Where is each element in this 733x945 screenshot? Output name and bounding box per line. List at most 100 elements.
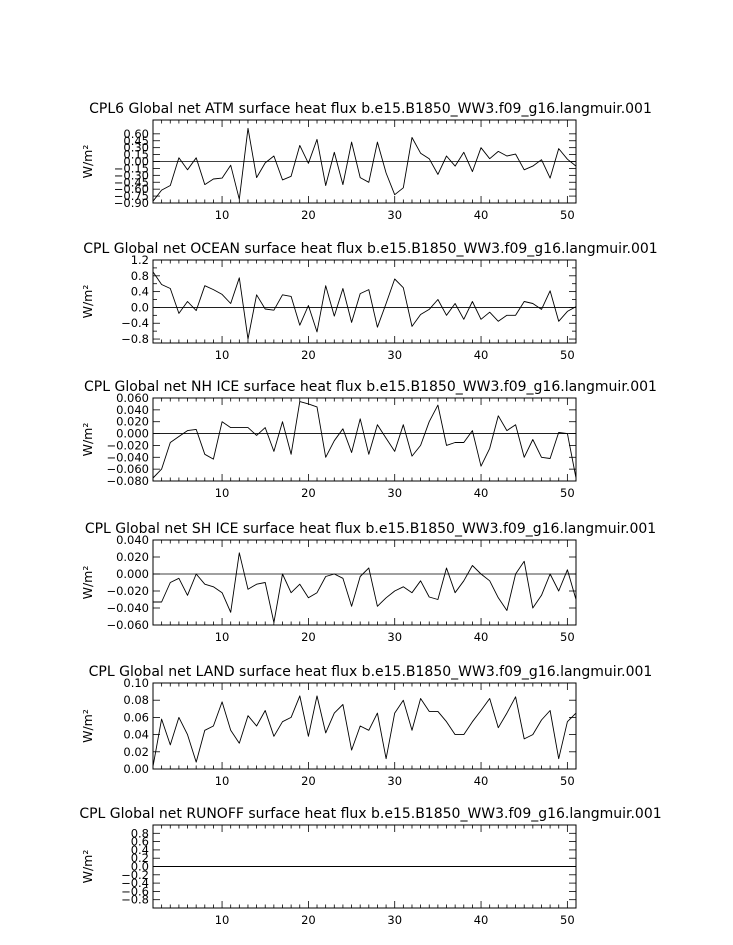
data-point xyxy=(281,865,283,867)
data-point xyxy=(506,314,508,316)
data-point xyxy=(575,305,577,307)
data-point xyxy=(195,761,197,763)
data-point xyxy=(488,697,490,699)
data-point xyxy=(411,592,413,594)
y-tick-label: −0.60 xyxy=(114,182,149,196)
data-point xyxy=(497,865,499,867)
data-point xyxy=(307,865,309,867)
data-point xyxy=(428,710,430,712)
data-point xyxy=(178,312,180,314)
data-point xyxy=(247,714,249,716)
data-point xyxy=(238,426,240,428)
data-point xyxy=(160,468,162,470)
data-point xyxy=(402,586,404,588)
x-tick-label: 30 xyxy=(387,208,402,222)
data-point xyxy=(471,429,473,431)
data-point xyxy=(273,735,275,737)
data-point xyxy=(333,151,335,153)
data-point xyxy=(514,423,516,425)
x-tick-label: 30 xyxy=(387,348,402,362)
data-point xyxy=(247,588,249,590)
data-point xyxy=(359,575,361,577)
data-point xyxy=(428,421,430,423)
x-tick-label: 10 xyxy=(215,913,230,927)
y-tick-label: 0.00 xyxy=(123,155,149,169)
data-point xyxy=(428,596,430,598)
x-tick-label: 10 xyxy=(215,348,230,362)
data-point xyxy=(290,175,292,177)
data-point xyxy=(549,177,551,179)
data-point xyxy=(471,170,473,172)
data-point xyxy=(264,426,266,428)
data-point xyxy=(368,453,370,455)
data-point xyxy=(411,136,413,138)
data-point xyxy=(523,456,525,458)
data-point xyxy=(480,146,482,148)
data-point xyxy=(229,865,231,867)
x-tick-label: 50 xyxy=(560,348,575,362)
data-point xyxy=(480,573,482,575)
x-tick-label: 10 xyxy=(215,774,230,788)
data-point xyxy=(454,733,456,735)
x-tick-label: 40 xyxy=(474,630,489,644)
panel-2: CPL Global net OCEAN surface heat flux b… xyxy=(80,241,658,362)
data-point xyxy=(169,441,171,443)
y-tick-label: 0.15 xyxy=(123,148,149,162)
data-point xyxy=(342,577,344,579)
data-point xyxy=(549,709,551,711)
data-point xyxy=(212,458,214,460)
data-point xyxy=(549,573,551,575)
data-point xyxy=(445,721,447,723)
x-tick-label: 50 xyxy=(560,913,575,927)
data-point xyxy=(264,709,266,711)
data-point xyxy=(463,318,465,320)
data-point xyxy=(212,178,214,180)
y-tick-label: −0.080 xyxy=(106,474,149,488)
data-point xyxy=(454,441,456,443)
data-point xyxy=(540,719,542,721)
data-point xyxy=(514,865,516,867)
data-point xyxy=(324,732,326,734)
series-line xyxy=(152,127,577,202)
data-point xyxy=(575,165,577,167)
panel-5: CPL Global net LAND surface heat flux b.… xyxy=(80,664,652,788)
y-tick-label: 0.020 xyxy=(116,550,149,564)
data-point xyxy=(437,865,439,867)
x-tick-label: 20 xyxy=(301,486,316,500)
y-tick-label: −0.4 xyxy=(121,316,149,330)
data-point xyxy=(480,709,482,711)
y-tick-label: −0.15 xyxy=(114,161,149,175)
x-tick-label: 50 xyxy=(560,774,575,788)
data-point xyxy=(558,757,560,759)
y-tick-label: −0.020 xyxy=(106,438,149,452)
data-point xyxy=(497,727,499,729)
data-point xyxy=(376,865,378,867)
data-point xyxy=(264,865,266,867)
data-point xyxy=(368,729,370,731)
data-point xyxy=(463,441,465,443)
x-tick-label: 10 xyxy=(215,208,230,222)
y-tick-label: −0.8 xyxy=(121,893,149,907)
data-point xyxy=(368,288,370,290)
data-point xyxy=(540,456,542,458)
data-point xyxy=(160,601,162,603)
x-tick-label: 30 xyxy=(387,774,402,788)
y-tick-label: 0.040 xyxy=(116,533,149,547)
data-point xyxy=(376,605,378,607)
x-tick-label: 30 xyxy=(387,486,402,500)
data-point xyxy=(247,127,249,129)
data-point xyxy=(506,609,508,611)
y-tick-label: −0.90 xyxy=(114,196,149,210)
data-point xyxy=(307,735,309,737)
data-point xyxy=(299,865,301,867)
plot-frame xyxy=(152,259,577,344)
y-tick-label: 0.10 xyxy=(123,676,149,690)
y-tick-label: −0.45 xyxy=(114,175,149,189)
data-point xyxy=(437,298,439,300)
data-point xyxy=(514,696,516,698)
x-tick-label: 10 xyxy=(215,630,230,644)
data-point xyxy=(350,749,352,751)
data-point xyxy=(264,581,266,583)
panel-3: CPL Global net NH ICE surface heat flux … xyxy=(80,379,657,500)
panel-1: CPL6 Global net ATM surface heat flux b.… xyxy=(80,101,652,222)
